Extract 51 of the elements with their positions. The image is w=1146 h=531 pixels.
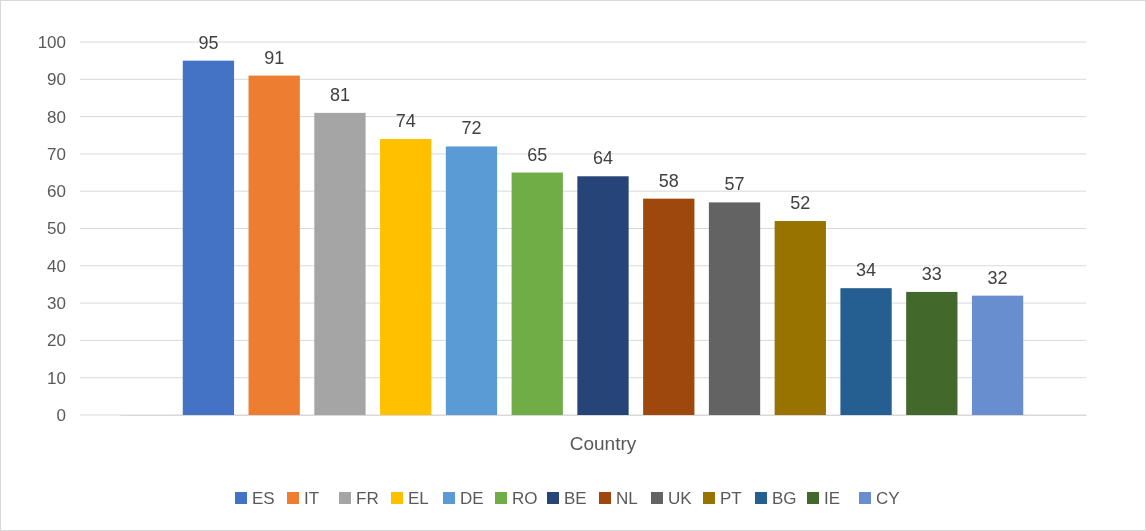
legend-label: EL — [408, 489, 429, 508]
bar — [248, 75, 300, 415]
bar — [314, 112, 366, 415]
legend-label: BE — [564, 489, 587, 508]
data-label: 91 — [264, 47, 285, 68]
legend-label: DE — [460, 489, 484, 508]
data-label: 33 — [921, 263, 942, 284]
bar — [971, 295, 1024, 415]
y-tick-label: 100 — [37, 32, 66, 52]
data-label: 57 — [724, 174, 745, 195]
data-label: 65 — [527, 144, 548, 165]
y-tick-label: 0 — [56, 405, 66, 425]
y-tick-label: 30 — [47, 294, 66, 314]
x-tick-label: Country — [569, 433, 637, 455]
bar — [840, 288, 892, 415]
bar — [182, 60, 235, 415]
bar — [577, 176, 629, 415]
data-label: 81 — [329, 84, 350, 105]
bar — [708, 202, 761, 415]
legend-label: FR — [356, 489, 379, 508]
data-label: 74 — [395, 110, 416, 131]
legend-label: BG — [772, 489, 797, 508]
bar — [774, 221, 826, 415]
data-label: 64 — [592, 148, 614, 169]
y-tick-label: 10 — [47, 368, 66, 388]
legend-label: NL — [616, 489, 638, 508]
y-tick-label: 70 — [47, 144, 66, 164]
bar — [511, 172, 563, 415]
bar — [643, 198, 695, 415]
legend-label: CY — [876, 489, 900, 508]
bar — [445, 146, 498, 415]
legend-label: ES — [252, 489, 275, 508]
y-tick-label: 50 — [47, 219, 66, 239]
data-label: 52 — [790, 193, 811, 214]
y-tick-label: 20 — [47, 331, 66, 351]
y-tick-label: 90 — [47, 70, 66, 90]
bar — [906, 291, 958, 415]
data-label: 34 — [856, 260, 877, 281]
legend-label: IE — [824, 489, 841, 508]
bar — [380, 138, 432, 415]
legend-label: PT — [720, 489, 742, 508]
y-tick-label: 80 — [47, 107, 66, 127]
legend-label: IT — [304, 489, 320, 508]
legend-label: RO — [512, 489, 538, 508]
data-label: 72 — [461, 118, 482, 139]
y-tick-label: 40 — [47, 256, 66, 276]
data-label: 32 — [987, 267, 1008, 288]
y-tick-label: 60 — [47, 182, 66, 202]
data-label: 58 — [658, 170, 679, 191]
legend-label: UK — [668, 489, 693, 508]
data-label: 95 — [198, 32, 219, 53]
